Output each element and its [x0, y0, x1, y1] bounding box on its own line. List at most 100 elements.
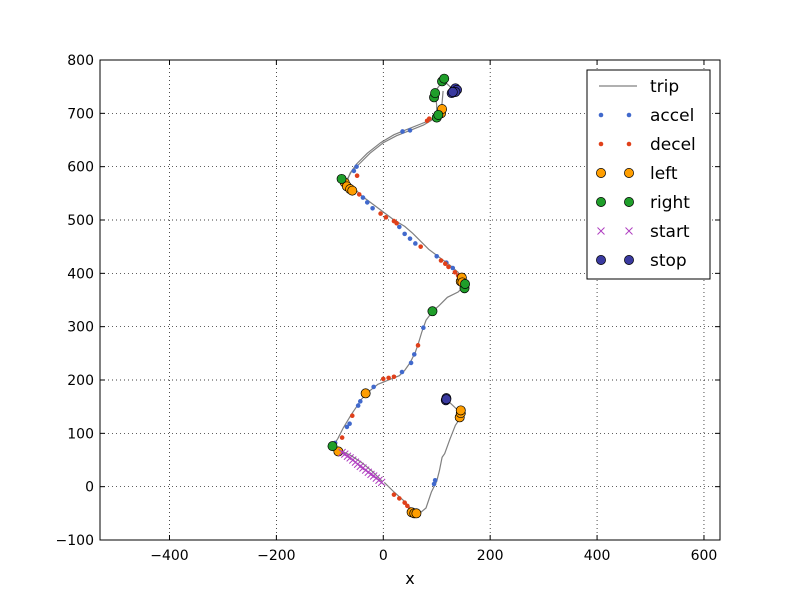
- right-point: [439, 73, 450, 84]
- y-tick-label: 500: [67, 213, 94, 229]
- decel-point: [378, 211, 383, 216]
- accel-point: [432, 477, 438, 483]
- decel-point: [391, 492, 397, 497]
- trip-lines: [331, 79, 465, 514]
- accel-point: [370, 205, 375, 211]
- accel-point: [371, 384, 376, 390]
- y-tick-label: 100: [67, 426, 94, 442]
- decel-point: [354, 173, 360, 179]
- legend-label-trip: trip: [650, 77, 679, 97]
- accel-point: [450, 265, 456, 271]
- legend: trip accel decel left right start stop: [586, 69, 711, 280]
- accel-point: [364, 200, 370, 205]
- y-tick-label: 0: [85, 480, 94, 496]
- x-tick-label: 400: [584, 548, 611, 564]
- y-tick-label: 600: [67, 160, 94, 176]
- accel-point: [408, 360, 414, 366]
- accel-point: [434, 253, 440, 259]
- y-tick-label: 700: [67, 106, 94, 122]
- accel-point: [407, 236, 413, 241]
- legend-swatch-decel: [626, 141, 632, 147]
- stop-point: [447, 87, 458, 97]
- x-tick-label: 200: [477, 548, 504, 564]
- trip-line: [331, 79, 465, 482]
- x-tick-label: −200: [257, 548, 295, 564]
- decel-point: [339, 435, 345, 440]
- accel-point: [354, 164, 359, 169]
- start-point: [338, 448, 346, 457]
- decel-point: [438, 258, 444, 263]
- x-tick-label: 0: [379, 548, 388, 564]
- decel-point: [452, 269, 458, 275]
- y-tick-label: 400: [67, 266, 94, 282]
- accel-point: [399, 369, 405, 375]
- legend-label-accel: accel: [650, 106, 694, 126]
- trip-line: [345, 90, 444, 182]
- decel-point: [426, 116, 432, 121]
- accel-point: [347, 421, 352, 427]
- legend-swatch-start: [625, 227, 633, 235]
- x-tick-label: 600: [691, 548, 718, 564]
- accel-point: [413, 241, 418, 246]
- right-point: [460, 279, 471, 289]
- decel-point: [349, 413, 355, 419]
- right-point: [336, 173, 347, 184]
- decel-point: [356, 192, 362, 197]
- right-point: [430, 88, 441, 99]
- decel-point: [415, 343, 421, 348]
- decel-point: [391, 374, 397, 380]
- legend-swatch-stop: [596, 255, 606, 265]
- legend-swatch-start: [597, 227, 605, 235]
- accel-point: [411, 352, 417, 357]
- legend-label-stop: stop: [650, 251, 687, 271]
- y-tick-label: 800: [67, 53, 94, 69]
- accel-point: [360, 195, 366, 200]
- y-tick-label: 200: [67, 373, 94, 389]
- accel-point: [397, 224, 402, 230]
- decel-point: [383, 215, 389, 220]
- legend-swatch-left: [596, 168, 606, 178]
- legend-label-decel: decel: [650, 135, 696, 155]
- accel-point: [407, 128, 413, 133]
- decel-point: [418, 244, 423, 249]
- accel-point: [402, 231, 407, 237]
- decel-point: [380, 376, 386, 382]
- decel-point: [446, 264, 451, 270]
- decel-point: [405, 503, 410, 509]
- decel-point: [394, 220, 399, 226]
- ticks: −400 −200 0 200 400 600 −100 0 100 200 300 400 500 60…: [56, 53, 720, 564]
- legend-frame: [586, 69, 711, 280]
- accel-point: [355, 403, 361, 408]
- accel-point: [344, 424, 350, 430]
- legend-label-right: right: [650, 193, 690, 213]
- legend-swatch-accel: [626, 112, 632, 118]
- decel-point: [402, 500, 407, 505]
- accel-point: [357, 399, 363, 404]
- decel-point: [386, 375, 391, 381]
- right-point: [427, 306, 438, 317]
- accel-point: [351, 168, 357, 174]
- left-point: [411, 508, 422, 519]
- right-point: [327, 441, 338, 452]
- left-point: [455, 405, 466, 416]
- right-point: [433, 109, 444, 120]
- legend-swatch-stop: [624, 255, 634, 265]
- left-point: [347, 185, 358, 196]
- decel-point: [442, 261, 448, 267]
- legend-label-left: left: [650, 164, 678, 184]
- axes-frame: [99, 59, 721, 541]
- legend-swatch-accel: [598, 112, 604, 118]
- trip-line: [383, 399, 462, 514]
- legend-swatch-left: [624, 168, 634, 178]
- stop-point: [441, 394, 452, 405]
- left-point: [360, 388, 371, 399]
- legend-swatch-right: [596, 197, 606, 207]
- x-axis-label: x: [405, 569, 414, 588]
- decel-point: [397, 496, 402, 501]
- legend-swatch-right: [624, 197, 634, 207]
- y-tick-label: 300: [67, 320, 94, 336]
- legend-swatch-decel: [598, 141, 604, 147]
- y-tick-label: −100: [56, 533, 94, 549]
